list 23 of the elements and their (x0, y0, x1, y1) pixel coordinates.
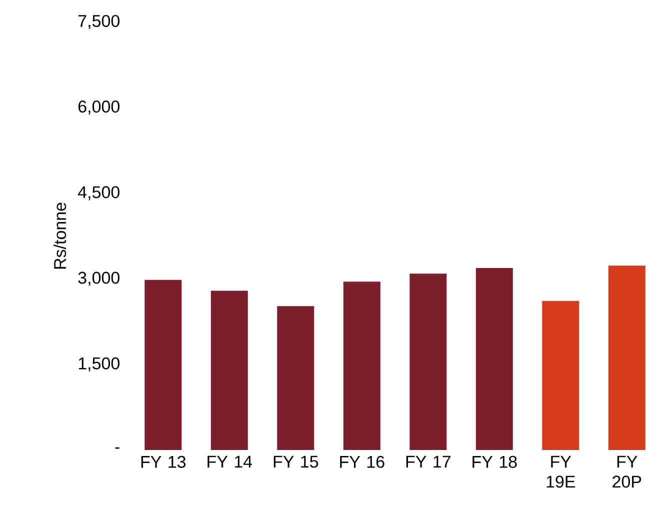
x-tick-label: FY 13 (141, 456, 186, 468)
y-tick-label: 4,500 (78, 186, 120, 200)
bar (277, 306, 314, 450)
x-tick-label: FY 18 (472, 456, 517, 468)
bar (144, 280, 182, 450)
y-tick-label: - (115, 447, 120, 449)
y-axis-title: Rs/tonne (54, 202, 66, 269)
bar (410, 274, 447, 450)
x-tick-label: FY 17 (406, 456, 450, 468)
x-tick-label: FY 19E (546, 456, 576, 488)
bar (476, 268, 513, 450)
bar (210, 290, 248, 450)
y-tick-label: 6,000 (78, 100, 120, 115)
y-tick-label: 7,500 (78, 14, 120, 30)
bar (542, 301, 580, 450)
x-tick-label: FY 14 (208, 456, 252, 468)
bar (343, 282, 380, 450)
x-tick-label: FY 15 (274, 456, 318, 468)
x-tick-label: FY 20P (612, 456, 642, 488)
y-tick-label: 1,500 (78, 357, 120, 372)
x-tick-label: FY 16 (340, 456, 384, 468)
bar (608, 266, 646, 450)
y-tick-label: 3,000 (78, 272, 120, 286)
